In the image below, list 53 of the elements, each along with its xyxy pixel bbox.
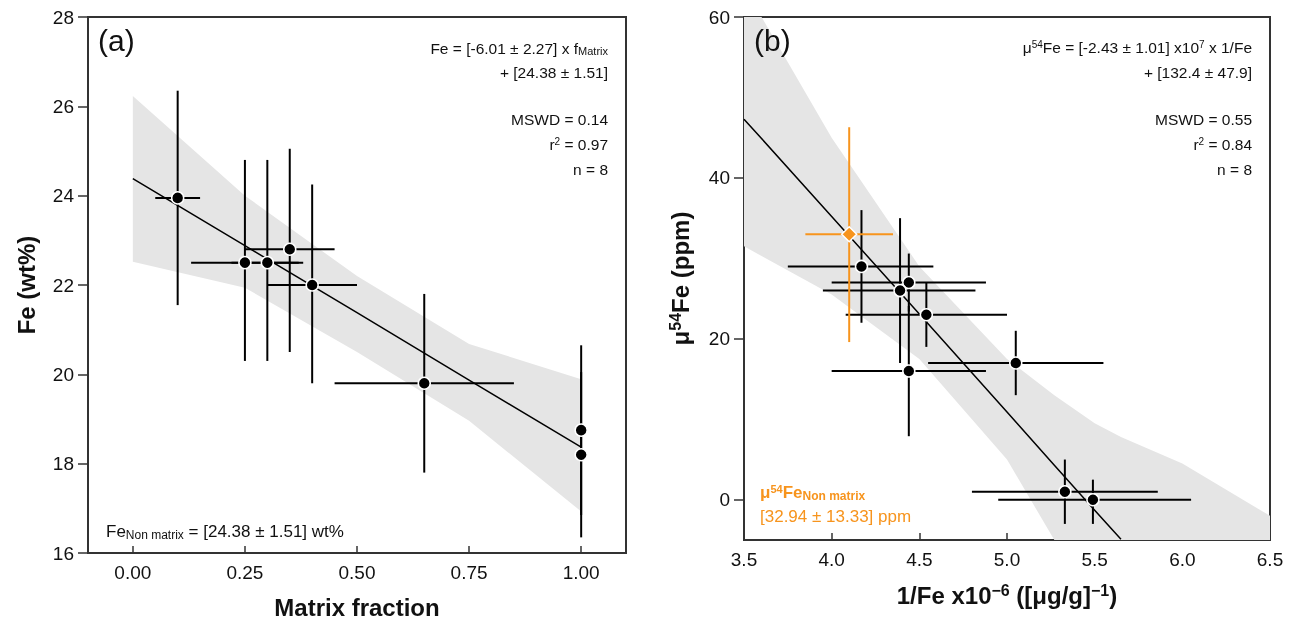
point xyxy=(574,423,588,437)
y-axis-title: Fe (wt%) xyxy=(12,235,40,335)
point xyxy=(840,226,858,243)
point xyxy=(574,447,588,462)
x-tick-label: 3.5 xyxy=(730,549,758,570)
annotation: + [24.38 ± 1.51] xyxy=(499,63,608,81)
annotation: Fe = [-6.01 ± 2.27] x fMatrix xyxy=(430,39,609,58)
y-tick-label: 22 xyxy=(52,274,74,296)
annotation: [32.94 ± 13.33] ppm xyxy=(760,507,912,526)
y-tick-label: 0 xyxy=(719,489,730,511)
point xyxy=(893,283,907,298)
chart-title: (b) xyxy=(754,23,791,57)
point xyxy=(902,364,916,378)
annotation: MSWD = 0.14 xyxy=(511,110,609,128)
x-tick-label: 1.00 xyxy=(562,562,600,583)
x-tick-label: 0.00 xyxy=(114,562,152,583)
y-tick-label: 26 xyxy=(52,95,74,117)
point xyxy=(417,376,431,391)
annotation: MSWD = 0.55 xyxy=(1155,110,1252,128)
point xyxy=(1058,484,1072,499)
x-tick-label: 4.5 xyxy=(906,549,933,570)
y-tick-label: 24 xyxy=(52,185,75,207)
point xyxy=(238,255,252,270)
y-tick-label: 16 xyxy=(52,542,74,564)
x-tick-label: 6.0 xyxy=(1169,549,1196,570)
point xyxy=(1086,493,1100,507)
y-tick-label: 40 xyxy=(708,167,730,189)
x-tick-label: 5.0 xyxy=(993,549,1021,570)
annotation: n = 8 xyxy=(573,160,608,178)
x-tick-label: 0.75 xyxy=(450,562,488,583)
y-tick-label: 20 xyxy=(52,363,74,385)
annotation: + [132.4 ± 47.9] xyxy=(1143,63,1252,81)
chart-title: (a) xyxy=(98,23,135,57)
point xyxy=(854,259,869,274)
x-tick-label: 5.5 xyxy=(1081,549,1108,570)
point xyxy=(305,278,319,292)
y-tick-label: 20 xyxy=(708,328,730,350)
y-tick-label: 60 xyxy=(708,6,730,28)
x-tick-label: 0.25 xyxy=(226,562,264,583)
point xyxy=(260,255,275,270)
point xyxy=(902,275,916,290)
point xyxy=(170,191,185,205)
point xyxy=(1009,356,1023,370)
point xyxy=(283,242,297,257)
x-axis-title: Matrix fraction xyxy=(274,593,440,621)
x-tick-label: 6.5 xyxy=(1256,549,1284,570)
x-tick-label: 4.0 xyxy=(818,549,845,570)
y-tick-label: 28 xyxy=(52,6,74,28)
annotation: n = 8 xyxy=(1217,160,1252,178)
y-axis-title: μ54Fe (ppm) xyxy=(667,211,695,346)
x-tick-label: 0.50 xyxy=(338,562,376,583)
y-tick-label: 18 xyxy=(52,453,74,475)
point xyxy=(919,307,934,322)
